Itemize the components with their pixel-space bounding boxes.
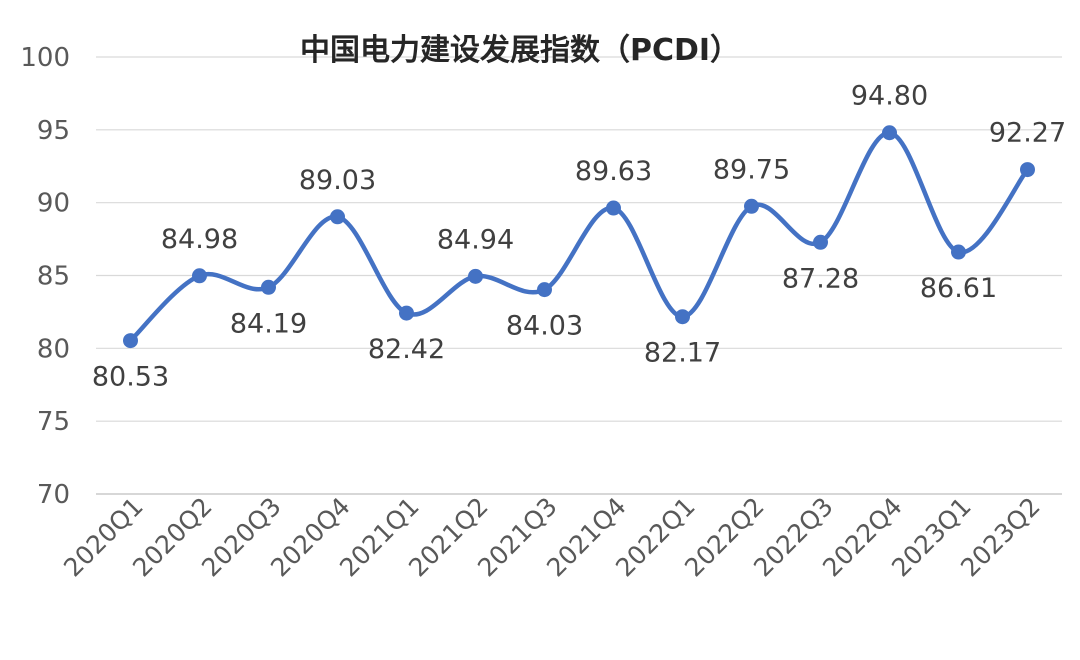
data-label: 84.03 bbox=[506, 311, 583, 342]
y-tick-label: 85 bbox=[37, 262, 70, 292]
data-points bbox=[123, 125, 1035, 349]
y-tick-label: 70 bbox=[37, 480, 70, 510]
data-label: 94.80 bbox=[851, 81, 928, 112]
data-point bbox=[882, 125, 897, 141]
data-point bbox=[1020, 162, 1035, 178]
y-axis-ticks: 70 75 80 85 90 95 100 bbox=[20, 43, 70, 510]
data-point bbox=[675, 309, 690, 325]
data-label: 80.53 bbox=[92, 362, 169, 393]
data-point bbox=[261, 279, 276, 295]
data-point bbox=[123, 333, 138, 349]
data-point bbox=[606, 200, 621, 216]
gridlines bbox=[96, 56, 1062, 495]
x-axis-ticks: 2020Q12020Q22020Q32020Q42021Q12021Q22021… bbox=[58, 492, 1046, 583]
data-label: 92.27 bbox=[989, 118, 1066, 149]
data-point bbox=[537, 282, 552, 298]
y-tick-label: 100 bbox=[20, 43, 70, 73]
data-labels: 80.53 84.98 84.19 89.03 82.42 84.94 84.03 89.63… bbox=[92, 81, 1066, 393]
data-point bbox=[399, 305, 414, 321]
data-label: 84.98 bbox=[161, 224, 238, 255]
data-label: 86.61 bbox=[920, 273, 997, 304]
y-tick-label: 75 bbox=[37, 407, 70, 437]
data-point bbox=[192, 268, 207, 284]
data-label: 89.63 bbox=[575, 156, 652, 187]
data-label: 82.42 bbox=[368, 334, 445, 365]
data-label: 87.28 bbox=[782, 263, 859, 294]
data-label: 89.03 bbox=[299, 165, 376, 196]
data-label: 82.17 bbox=[644, 338, 721, 369]
data-point bbox=[330, 209, 345, 225]
y-tick-label: 90 bbox=[37, 189, 70, 219]
y-tick-label: 80 bbox=[37, 334, 70, 364]
data-label: 84.19 bbox=[230, 308, 307, 339]
data-label: 84.94 bbox=[437, 224, 514, 255]
data-point bbox=[468, 268, 483, 284]
data-label: 89.75 bbox=[713, 154, 790, 185]
chart-title: 中国电力建设发展指数（PCDI） bbox=[300, 33, 740, 68]
y-tick-label: 95 bbox=[37, 116, 70, 146]
data-point bbox=[951, 244, 966, 260]
data-point bbox=[813, 234, 828, 250]
data-point bbox=[744, 198, 759, 214]
